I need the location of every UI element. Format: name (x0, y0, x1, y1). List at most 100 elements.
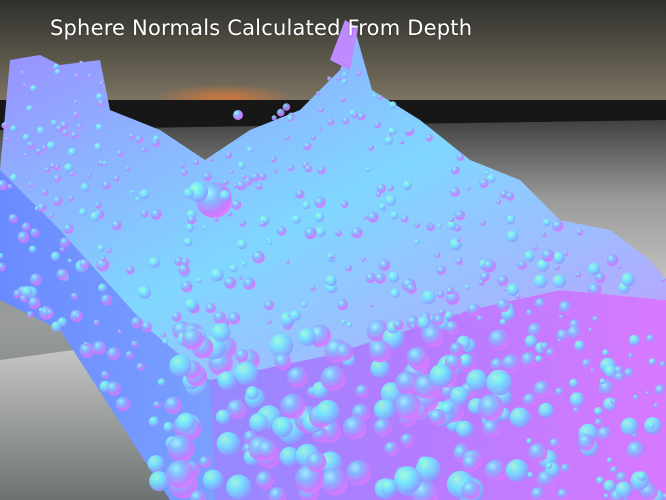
sphere-particle (162, 338, 169, 345)
sphere-particle (316, 91, 321, 96)
sphere-particle (459, 354, 473, 367)
sphere-particle (90, 211, 100, 222)
sphere-particle (648, 422, 655, 429)
sphere-particle (239, 220, 246, 227)
sphere-particle (202, 171, 212, 182)
sphere-particle (140, 209, 149, 218)
sphere-particle (572, 406, 580, 414)
sphere-particle (399, 139, 405, 145)
sphere-particle (231, 200, 242, 210)
sphere-particle (340, 96, 346, 103)
sphere-particle (380, 479, 398, 497)
sphere-particle (315, 226, 326, 238)
sphere-particle (96, 258, 110, 272)
sphere-particle (390, 211, 399, 220)
sphere-particle (250, 172, 261, 182)
sphere-particle (497, 275, 509, 287)
sphere-particle (563, 251, 569, 257)
sphere-particle (395, 371, 419, 395)
sphere-particle (87, 73, 93, 79)
sphere-particle (215, 409, 231, 425)
sphere-particle (102, 180, 111, 190)
sphere-particles (0, 60, 666, 500)
sphere-particle (400, 215, 409, 223)
sphere-particle (131, 340, 139, 348)
sphere-particle (139, 189, 150, 200)
sphere-particle (279, 446, 300, 467)
sphere-particle (402, 180, 412, 191)
sphere-particle (530, 487, 546, 500)
sphere-particle (148, 257, 160, 268)
sphere-particle (346, 460, 372, 486)
sphere-particle (533, 274, 548, 289)
sphere-particle (310, 134, 316, 141)
sphere-particle (499, 318, 507, 326)
sphere-particle (488, 329, 510, 351)
sphere-particle (653, 403, 659, 409)
sphere-particle (164, 396, 182, 414)
sphere-particle (588, 327, 593, 333)
sphere-particle (97, 99, 105, 107)
sphere-particle (98, 283, 107, 292)
sphere-particle (287, 366, 308, 388)
sphere-particle (136, 362, 145, 371)
sphere-particle (219, 190, 231, 201)
sphere-particle (610, 398, 618, 406)
sphere-particle (95, 123, 103, 131)
sphere-particle (569, 378, 578, 388)
sphere-particle (97, 244, 105, 252)
sphere-particle (490, 357, 505, 372)
sphere-particle (41, 144, 48, 151)
sphere-particle (80, 183, 90, 192)
sphere-particle (128, 133, 135, 140)
sphere-particle (538, 402, 554, 418)
sphere-particle (226, 399, 247, 420)
sphere-particle (310, 285, 316, 292)
sphere-particle (96, 93, 103, 100)
sphere-particle (3, 121, 9, 126)
sphere-particle (63, 223, 74, 234)
sphere-particle (315, 400, 340, 424)
sphere-particle (594, 272, 606, 284)
sphere-particle (355, 70, 362, 77)
sphere-particle (255, 183, 263, 190)
sphere-particle (272, 416, 293, 438)
sphere-particle (230, 169, 235, 174)
sphere-particle (59, 247, 65, 252)
sphere-particle (335, 343, 354, 362)
sphere-particle (394, 393, 421, 420)
sphere-particle (434, 252, 441, 258)
sphere-particle (268, 487, 287, 500)
sphere-particle (406, 346, 428, 369)
sphere-particle (336, 76, 342, 81)
sphere-particle (394, 466, 422, 494)
sphere-particle (351, 112, 359, 119)
sphere-particle (213, 311, 226, 324)
sphere-particle (29, 245, 37, 253)
sphere-particle (378, 259, 391, 271)
sphere-particle (487, 174, 496, 183)
sphere-particle (429, 408, 446, 426)
sphere-particle (464, 284, 470, 290)
sphere-particle (52, 195, 63, 206)
sphere-particle (426, 223, 431, 228)
sphere-particle (21, 222, 31, 232)
sphere-particle (26, 141, 35, 149)
sphere-particle (100, 255, 107, 262)
sphere-particle (209, 157, 214, 162)
sphere-particle (374, 121, 381, 129)
sphere-particle (374, 272, 386, 284)
sphere-particle (102, 160, 107, 166)
sphere-particle (621, 272, 635, 287)
sphere-particle (505, 192, 515, 201)
sphere-particle (227, 312, 241, 325)
sphere-particle (602, 349, 609, 356)
sphere-particle (615, 471, 628, 484)
sphere-particle (304, 164, 313, 173)
sphere-particle (541, 249, 555, 262)
caption-overlay: Sphere Normals Calculated From Depth (50, 16, 473, 40)
sphere-particle (76, 123, 83, 130)
sphere-particle (64, 163, 74, 173)
sphere-particle (70, 131, 78, 139)
sphere-particle (524, 335, 538, 348)
